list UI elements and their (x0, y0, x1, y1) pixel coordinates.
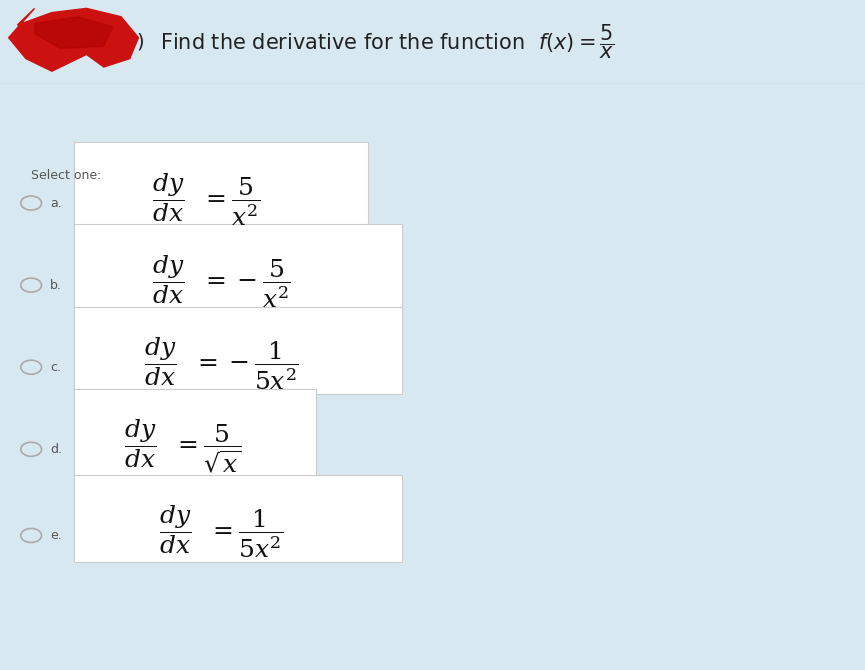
Text: d.: d. (50, 443, 62, 456)
Polygon shape (35, 17, 112, 49)
Text: ): ) (137, 32, 144, 52)
Text: c.: c. (50, 360, 61, 374)
Text: $\dfrac{dy}{dx}$  $= -\dfrac{1}{5x^2}$: $\dfrac{dy}{dx}$ $= -\dfrac{1}{5x^2}$ (144, 336, 299, 392)
Text: Select one:: Select one: (31, 169, 101, 182)
FancyBboxPatch shape (74, 475, 402, 562)
Text: $\dfrac{dy}{dx}$  $= \dfrac{5}{\sqrt{x}}$: $\dfrac{dy}{dx}$ $= \dfrac{5}{\sqrt{x}}$ (124, 417, 241, 474)
Text: $\dfrac{dy}{dx}$  $= -\dfrac{5}{x^2}$: $\dfrac{dy}{dx}$ $= -\dfrac{5}{x^2}$ (152, 253, 291, 310)
Polygon shape (9, 8, 138, 71)
Text: e.: e. (50, 529, 62, 542)
Text: Find the derivative for the function  $f(x) = \dfrac{5}{x}$: Find the derivative for the function $f(… (160, 23, 615, 61)
Text: $\dfrac{dy}{dx}$  $= \dfrac{5}{x^2}$: $\dfrac{dy}{dx}$ $= \dfrac{5}{x^2}$ (151, 172, 260, 228)
Text: $\dfrac{dy}{dx}$  $= \dfrac{1}{5x^2}$: $\dfrac{dy}{dx}$ $= \dfrac{1}{5x^2}$ (159, 504, 284, 560)
FancyBboxPatch shape (74, 224, 402, 312)
FancyBboxPatch shape (74, 306, 402, 394)
FancyBboxPatch shape (74, 142, 368, 230)
Text: a.: a. (50, 196, 62, 210)
FancyBboxPatch shape (74, 389, 316, 476)
Text: b.: b. (50, 279, 62, 291)
